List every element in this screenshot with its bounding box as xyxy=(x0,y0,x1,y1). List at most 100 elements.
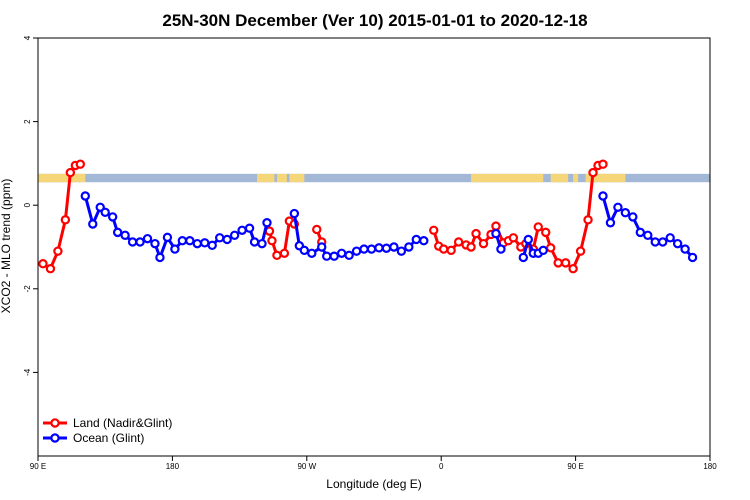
land-data-point xyxy=(583,215,593,225)
land-data-point xyxy=(453,237,464,247)
chart-title: 25N-30N December (Ver 10) 2015-01-01 to … xyxy=(162,11,587,30)
ocean-data-point xyxy=(80,191,90,201)
legend-ocean-marker xyxy=(50,433,60,443)
land-data-point xyxy=(279,248,290,258)
ocean-data-point xyxy=(222,234,232,245)
ocean-data-point xyxy=(359,244,369,254)
x-tick-label: 90 W xyxy=(297,462,316,471)
ocean-data-point xyxy=(665,233,675,243)
ocean-data-point xyxy=(672,238,683,249)
land-data-point xyxy=(553,258,563,268)
land-data-point xyxy=(438,244,449,254)
ocean-data-point xyxy=(635,227,646,238)
ocean-strip xyxy=(38,173,710,183)
land-data-point xyxy=(568,264,578,274)
ocean-data-point xyxy=(598,191,608,201)
land-strip-segment xyxy=(585,173,626,183)
ocean-data-point xyxy=(336,248,347,258)
x-axis: 90 E 180 90 W 0 90 E 180 xyxy=(30,456,717,471)
ocean-data-point xyxy=(396,246,407,256)
land-data-point xyxy=(560,258,571,268)
land-data-point xyxy=(65,167,76,178)
ocean-data-point xyxy=(107,212,118,222)
land-strip-segment xyxy=(550,173,569,183)
ocean-data-point xyxy=(374,243,384,253)
land-data-point xyxy=(533,222,543,232)
ocean-data-point xyxy=(162,232,173,243)
series-layer xyxy=(38,159,698,274)
ocean-data-point xyxy=(207,240,217,251)
land-data-point xyxy=(60,215,71,225)
ocean-data-point xyxy=(170,244,180,254)
ocean-data-point xyxy=(299,245,310,256)
land-data-point xyxy=(38,259,48,269)
ocean-data-point xyxy=(620,208,631,218)
ocean-data-point xyxy=(214,233,225,243)
land-strip-segment xyxy=(38,173,86,183)
ocean-data-point xyxy=(120,230,130,240)
ocean-data-point xyxy=(289,208,300,219)
land-data-point xyxy=(45,264,56,274)
y-axis-label: XCO2 - MLO trend (ppm) xyxy=(0,179,13,314)
ocean-data-point xyxy=(605,218,616,228)
ocean-data-point xyxy=(127,237,138,247)
y-tick-label: 0 xyxy=(23,202,32,207)
ocean-data-point xyxy=(88,219,98,229)
land-strip-segment xyxy=(471,173,544,183)
ocean-data-point xyxy=(257,238,267,249)
ocean-data-point xyxy=(135,237,145,247)
ocean-data-point xyxy=(523,234,534,245)
land-data-point xyxy=(446,245,456,256)
ocean-data-point xyxy=(351,246,362,256)
land-data-point xyxy=(541,227,551,238)
y-tick-label: -4 xyxy=(23,368,32,376)
land-strip-segment xyxy=(573,173,579,183)
plot-frame xyxy=(37,37,711,457)
x-tick-label: 180 xyxy=(703,462,717,471)
ocean-data-point xyxy=(366,244,377,254)
ocean-data-point xyxy=(112,227,123,238)
ocean-data-point xyxy=(317,242,327,252)
land-data-point xyxy=(267,236,277,246)
land-data-point xyxy=(588,167,598,178)
land-data-point xyxy=(471,228,481,239)
x-tick-label: 0 xyxy=(439,462,444,471)
ocean-data-point xyxy=(687,252,698,263)
ocean-data-point xyxy=(142,233,153,244)
land-data-point xyxy=(75,159,86,169)
land-data-point xyxy=(546,243,556,253)
x-axis-label: Longitude (deg E) xyxy=(326,477,421,491)
ocean-data-point xyxy=(192,238,202,249)
legend-land-label: Land (Nadir&Glint) xyxy=(73,416,172,430)
legend: Land (Nadir&Glint)Ocean (Glint) xyxy=(43,416,172,445)
ocean-data-point xyxy=(322,251,332,261)
ocean-data-point xyxy=(150,238,160,249)
y-axis: 4 2 0 -2 -4 xyxy=(23,35,38,376)
land-strip-segment xyxy=(276,173,287,183)
ocean-data-point xyxy=(628,212,638,222)
ocean-data-point xyxy=(518,252,529,263)
ocean-data-point xyxy=(344,250,354,261)
y-tick-label: 4 xyxy=(23,35,32,40)
ocean-data-point xyxy=(155,252,165,263)
land-data-point xyxy=(429,225,439,235)
land-strip-segment xyxy=(289,173,305,183)
land-data-point xyxy=(508,233,519,243)
legend-land-marker xyxy=(50,418,60,428)
ocean-data-point xyxy=(329,251,339,261)
ocean-data-point xyxy=(229,230,240,240)
ocean-data-point xyxy=(177,236,188,246)
y-tick-label: 2 xyxy=(23,119,32,124)
ocean-data-point xyxy=(658,237,668,247)
x-tick-label: 90 E xyxy=(30,462,46,471)
land-data-point xyxy=(272,250,282,261)
land-data-point xyxy=(478,238,489,249)
ocean-data-point xyxy=(100,207,110,218)
ocean-data-point xyxy=(491,228,501,239)
land-data-point xyxy=(466,242,476,252)
ocean-data-point xyxy=(185,236,195,246)
ocean-data-point xyxy=(249,237,260,247)
ocean-data-point xyxy=(419,236,429,246)
land-data-point xyxy=(312,224,322,235)
